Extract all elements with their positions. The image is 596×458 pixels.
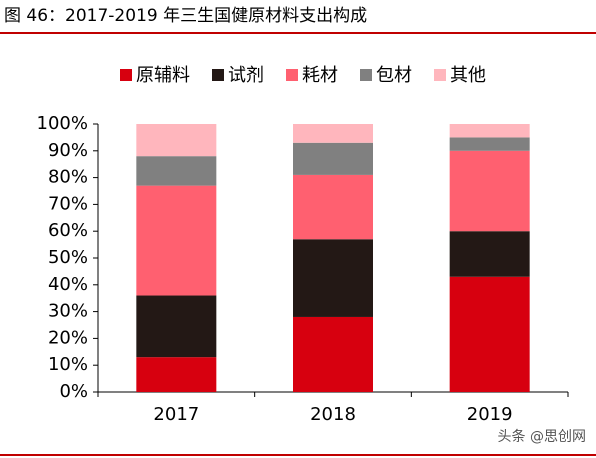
- bar-segment: [449, 231, 530, 277]
- legend-swatch: [286, 69, 298, 81]
- y-tick-label: 100%: [37, 113, 88, 134]
- bar-segment: [449, 124, 530, 138]
- bar-segment: [136, 156, 217, 186]
- y-tick-label: 90%: [48, 140, 88, 161]
- bar-segment: [293, 316, 373, 392]
- legend-label: 耗材: [302, 65, 338, 86]
- y-tick-label: 80%: [48, 167, 88, 188]
- y-tick-label: 60%: [48, 220, 88, 241]
- bar-segment: [136, 295, 217, 358]
- y-tick-label: 20%: [48, 327, 88, 348]
- legend-swatch: [434, 69, 446, 81]
- y-tick-label: 70%: [48, 193, 88, 214]
- bar-segment: [136, 185, 217, 296]
- chart-title: 图 46：2017-2019 年三生国健原材料支出构成: [4, 6, 367, 26]
- x-tick-label: 2017: [153, 404, 199, 425]
- legend-swatch: [360, 69, 372, 81]
- bar-segment: [293, 239, 373, 317]
- legend-label: 其他: [450, 65, 486, 86]
- bar-segment: [293, 174, 373, 240]
- watermark: 头条 @思创网: [498, 428, 586, 445]
- y-tick-label: 50%: [48, 247, 88, 268]
- bar-segment: [449, 150, 530, 232]
- bar-segment: [136, 357, 217, 392]
- bar-segment: [449, 137, 530, 151]
- bar-segment: [293, 142, 373, 175]
- y-tick-label: 10%: [48, 354, 88, 375]
- y-tick-label: 40%: [48, 274, 88, 295]
- y-tick-label: 0%: [59, 381, 88, 402]
- y-tick-label: 30%: [48, 301, 88, 322]
- bar-segment: [293, 124, 373, 143]
- legend-label: 包材: [376, 65, 412, 86]
- legend-label: 试剂: [228, 65, 264, 86]
- x-tick-label: 2018: [310, 404, 356, 425]
- bar-segment: [136, 124, 217, 157]
- legend-label: 原辅料: [136, 65, 190, 86]
- bar-segment: [449, 276, 530, 392]
- legend-swatch: [120, 69, 132, 81]
- x-tick-label: 2019: [467, 404, 513, 425]
- legend-swatch: [212, 69, 224, 81]
